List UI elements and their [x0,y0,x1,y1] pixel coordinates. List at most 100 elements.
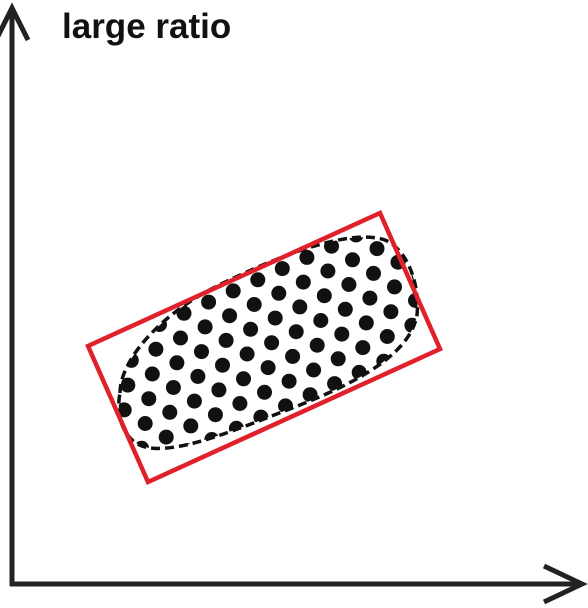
pattern-dot [429,307,444,322]
pattern-dot [218,332,234,348]
pattern-dot [155,454,170,469]
pattern-dot [232,237,248,249]
pattern-dot [267,310,283,326]
pattern-dot [400,342,416,358]
pattern-dot [159,267,175,283]
pattern-dot [369,241,385,257]
pattern-dot [278,237,294,252]
pattern-dot [387,279,402,295]
pattern-dot [440,232,455,247]
pattern-dot [446,345,461,360]
pattern-dot [316,288,332,304]
pattern-dot [103,339,118,354]
pattern-dot [309,337,325,353]
pattern-dot [282,212,297,227]
pattern-dot [394,237,410,245]
pattern-dot [260,360,276,376]
pattern-dot [215,357,230,373]
pattern-dot [274,261,290,277]
pattern-dot [405,156,420,171]
pattern-dot [281,373,297,389]
pattern-dot [257,384,272,400]
pattern-dot [433,282,448,297]
pattern-dot [148,341,164,357]
pattern-dot [194,344,209,360]
pattern-dot [356,178,371,193]
pattern-dot [118,289,125,305]
pattern-dot [54,362,69,377]
pattern-dot [285,348,301,364]
pattern-dot [313,313,329,328]
pattern-dot [379,329,395,344]
pattern-dot [82,326,97,341]
pattern-dot [496,323,511,338]
pattern-dot [422,194,437,209]
pattern-dot [362,290,378,306]
pattern-dot [401,180,416,195]
pattern-dot [408,293,418,308]
pattern-dot [75,375,90,390]
pattern-dot [110,452,125,467]
pattern-dot [419,219,434,234]
pattern-dot [450,320,465,335]
pattern-dot [398,205,413,220]
pattern-dot [169,355,185,371]
pattern-dot [183,418,199,434]
pattern-dot [165,380,181,395]
pattern-dot [264,335,280,351]
pattern-dot [118,314,122,330]
pattern-dot [57,337,72,352]
pattern-dot [134,278,150,294]
x-axis-arrowhead [542,563,588,605]
pattern-dot [306,362,322,378]
pattern-dot [211,382,227,398]
pattern-dot [239,346,255,362]
pattern-dot [243,321,259,337]
pattern-dot [225,283,241,299]
pattern-dot [71,400,86,415]
pattern-dot [299,249,315,265]
pattern-dot [229,258,245,274]
pattern-dot [257,237,273,238]
pattern-dot [92,414,107,429]
pattern-dot [127,328,143,344]
pattern-dot [201,294,217,310]
pattern-dot [61,312,76,327]
pattern-dot [204,269,220,285]
pattern-dot [85,301,100,316]
pattern-dot [89,438,104,453]
pattern-dot [426,169,441,184]
pattern-dot [331,189,346,204]
pattern-dot [137,416,153,431]
pattern-dot [295,274,311,290]
pattern-dot [471,334,486,349]
pattern-dot [120,377,136,393]
pattern-dot [380,167,395,182]
pattern-dot [183,256,199,272]
pattern-dot [345,252,360,268]
pattern-dot [106,477,121,492]
pattern-dot [207,407,223,423]
pattern-dot [158,429,174,445]
pattern-dot [131,303,146,319]
pattern-dot [348,237,364,243]
pattern-dot [366,265,381,281]
pattern-dot [478,284,493,299]
pattern-dot [173,330,188,346]
pattern-dot [341,277,357,292]
pattern-dot [236,371,251,387]
diagram-title: large ratio [62,7,231,46]
pattern-dot [320,263,336,279]
pattern-dot [337,301,353,317]
pattern-dot [36,323,51,338]
pattern-dot [246,297,262,312]
pattern-dot [454,295,469,310]
dot-pattern [36,156,511,492]
pattern-dot [436,257,451,272]
pattern-dot [141,391,157,407]
pattern-dot [186,393,202,409]
pattern-dot [355,340,371,356]
pattern-dot [250,272,266,288]
